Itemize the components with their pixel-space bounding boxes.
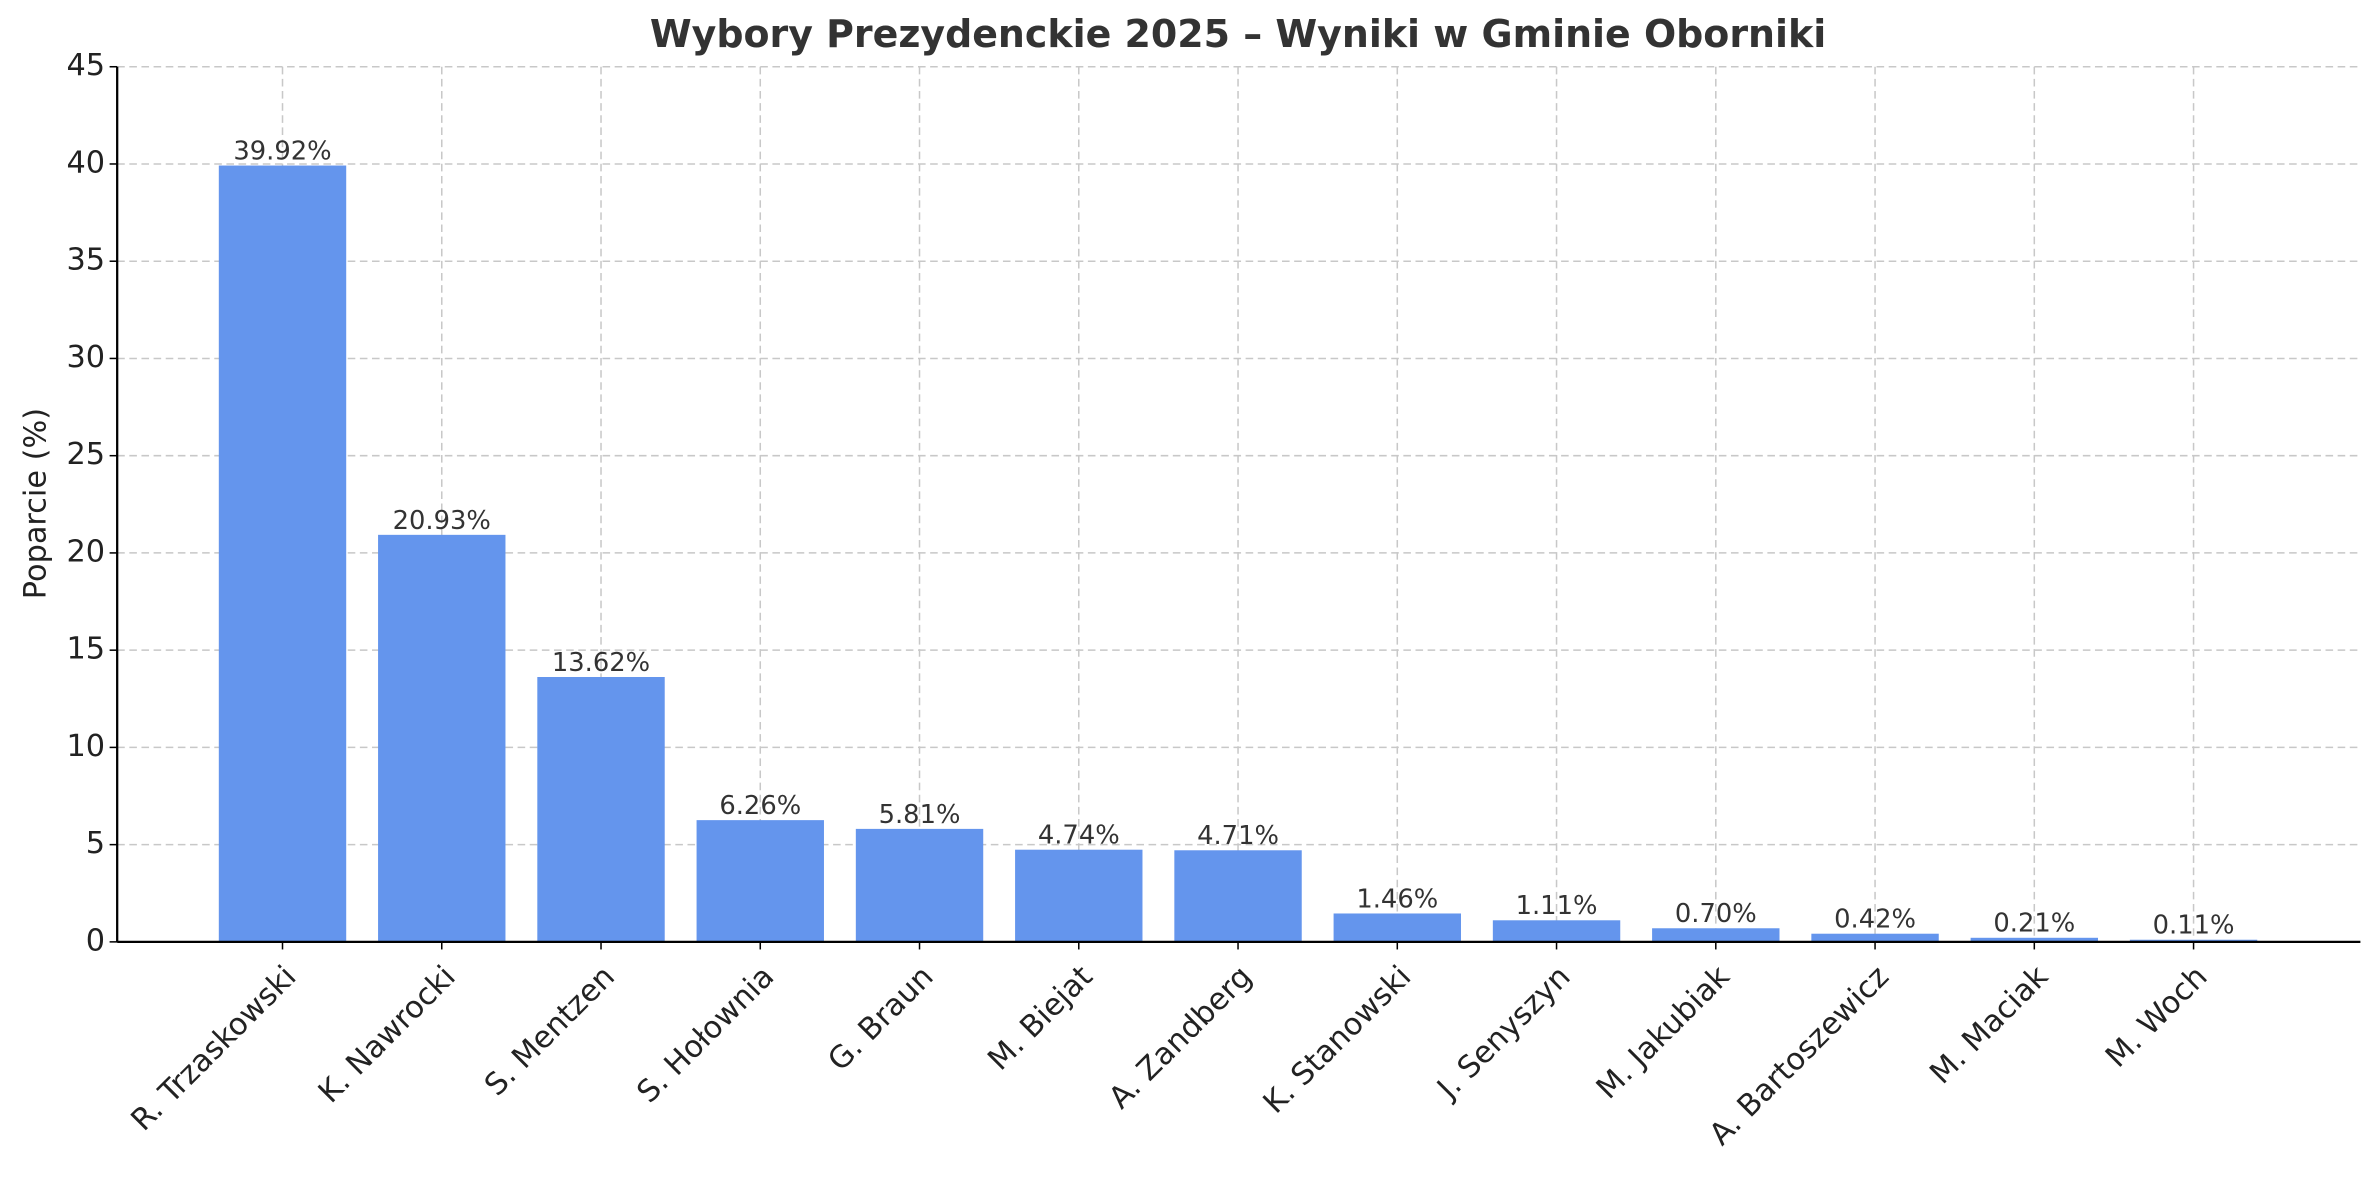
x-tick-label: G. Braun bbox=[822, 959, 941, 1078]
x-tick-label: K. Stanowski bbox=[1257, 959, 1418, 1120]
value-label: 0.42% bbox=[1834, 905, 1916, 935]
y-tick-label: 25 bbox=[66, 437, 105, 472]
y-tick-label: 40 bbox=[66, 145, 105, 180]
y-tick-label: 10 bbox=[66, 729, 105, 764]
x-tick-label: M. Biejat bbox=[981, 959, 1099, 1077]
bar bbox=[696, 820, 824, 942]
value-label: 0.11% bbox=[2153, 911, 2235, 941]
x-tick-label: M. Woch bbox=[2099, 959, 2214, 1074]
x-tick-label: M. Jakubiak bbox=[1590, 959, 1737, 1106]
value-label: 39.92% bbox=[233, 136, 331, 166]
y-tick-label: 30 bbox=[66, 340, 105, 375]
value-label: 13.62% bbox=[552, 648, 650, 678]
x-tick-label: R. Trzaskowski bbox=[125, 959, 304, 1138]
x-tick-label: S. Mentzen bbox=[478, 959, 622, 1103]
value-label: 0.21% bbox=[1993, 909, 2075, 939]
bar bbox=[1174, 850, 1302, 942]
bar bbox=[1333, 913, 1461, 942]
value-label: 6.26% bbox=[719, 791, 801, 821]
y-tick-label: 45 bbox=[66, 48, 105, 83]
value-label: 0.70% bbox=[1675, 899, 1757, 929]
y-axis-label: Poparcie (%) bbox=[18, 408, 53, 599]
x-tick-label: S. Hołownia bbox=[631, 959, 782, 1110]
x-tick-label: K. Nawrocki bbox=[312, 959, 463, 1110]
y-tick-label: 5 bbox=[86, 826, 105, 861]
x-tick-label: M. Maciak bbox=[1923, 959, 2055, 1091]
bar bbox=[218, 165, 347, 942]
y-tick-label: 0 bbox=[86, 923, 105, 958]
value-label: 4.71% bbox=[1197, 821, 1279, 851]
value-label: 4.74% bbox=[1038, 821, 1120, 851]
value-label: 1.11% bbox=[1516, 891, 1598, 921]
y-tick-label: 20 bbox=[66, 534, 105, 569]
bar bbox=[1970, 937, 2099, 942]
bar bbox=[1015, 849, 1143, 942]
bar bbox=[537, 677, 665, 942]
y-tick-label: 15 bbox=[66, 632, 105, 667]
bar bbox=[855, 828, 984, 942]
value-label: 20.93% bbox=[393, 506, 491, 536]
bar bbox=[1652, 928, 1780, 942]
x-tick-label: A. Zandberg bbox=[1102, 959, 1259, 1116]
value-label: 5.81% bbox=[879, 800, 961, 830]
bar bbox=[378, 534, 506, 942]
bar bbox=[1811, 933, 1939, 942]
chart-title: Wybory Prezydenckie 2025 – Wyniki w Gmin… bbox=[650, 12, 1826, 56]
x-tick-label: J. Senyszyn bbox=[1430, 959, 1578, 1107]
y-tick-label: 35 bbox=[66, 243, 105, 278]
value-label: 1.46% bbox=[1356, 884, 1438, 914]
bar bbox=[1492, 920, 1621, 942]
